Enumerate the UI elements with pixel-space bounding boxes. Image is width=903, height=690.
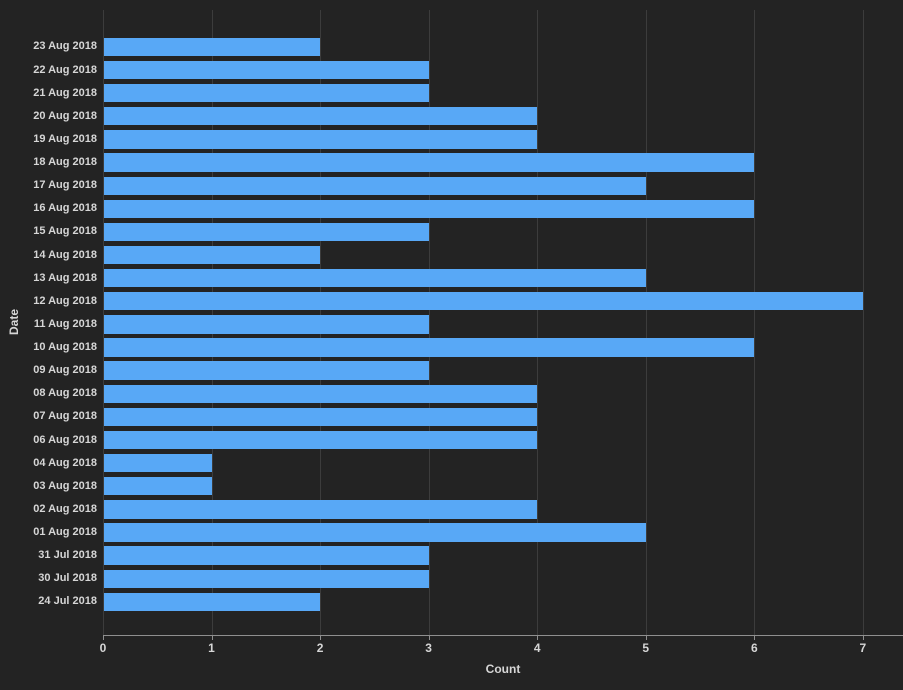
y-tick-label: 02 Aug 2018	[33, 502, 97, 515]
bar[interactable]	[104, 546, 429, 565]
y-tick-label: 01 Aug 2018	[33, 526, 97, 538]
y-tick-label: 06 Aug 2018	[33, 433, 97, 446]
y-tick-label: 20 Aug 2018	[33, 109, 97, 122]
x-tick-label: 2	[316, 641, 324, 655]
bar[interactable]	[104, 268, 646, 288]
x-tick-label: 6	[750, 641, 758, 655]
x-gridline	[537, 10, 539, 635]
x-tick-mark	[537, 635, 539, 640]
bar[interactable]	[104, 338, 755, 357]
bar[interactable]	[104, 500, 538, 519]
x-tick-mark	[320, 635, 322, 640]
bar[interactable]	[104, 176, 646, 195]
y-tick-label: 18 Aug 2018	[33, 156, 97, 168]
x-axis-title: Count	[485, 662, 521, 676]
bar[interactable]	[104, 407, 538, 427]
x-gridline	[103, 10, 104, 635]
bar[interactable]	[104, 523, 646, 542]
bar[interactable]	[104, 292, 863, 311]
bar[interactable]	[104, 592, 321, 612]
x-tick-label: 7	[859, 641, 867, 655]
y-tick-label: 07 Aug 2018	[33, 410, 97, 423]
bar[interactable]	[104, 569, 429, 588]
y-tick-label: 24 Jul 2018	[38, 595, 97, 608]
x-tick-label: 0	[99, 641, 107, 655]
x-gridline	[754, 10, 756, 635]
x-tick-mark	[428, 635, 430, 640]
bar[interactable]	[104, 453, 212, 473]
bar[interactable]	[104, 37, 321, 57]
y-tick-label: 16 Aug 2018	[33, 202, 97, 215]
y-tick-label: 03 Aug 2018	[33, 479, 97, 492]
y-tick-label: 13 Aug 2018	[33, 271, 97, 284]
bar[interactable]	[104, 107, 538, 126]
x-tick-label: 5	[642, 641, 650, 655]
y-tick-label: 04 Aug 2018	[33, 456, 97, 469]
x-tick-mark	[754, 635, 756, 640]
bar[interactable]	[104, 477, 212, 496]
x-gridline	[862, 10, 864, 635]
x-tick-mark	[211, 635, 213, 640]
y-tick-label: 09 Aug 2018	[33, 364, 97, 377]
x-tick-label: 4	[533, 641, 541, 655]
y-tick-label: 08 Aug 2018	[33, 387, 97, 400]
y-tick-label: 14 Aug 2018	[33, 248, 97, 261]
y-tick-label: 22 Aug 2018	[33, 63, 97, 76]
bar[interactable]	[104, 315, 429, 334]
y-tick-label: 23 Aug 2018	[33, 40, 97, 53]
y-tick-label: 30 Jul 2018	[38, 572, 97, 585]
y-tick-label: 19 Aug 2018	[33, 132, 97, 145]
x-axis-line	[103, 635, 903, 636]
y-tick-label: 21 Aug 2018	[33, 86, 97, 99]
y-tick-label: 10 Aug 2018	[33, 341, 97, 353]
x-tick-label: 1	[208, 641, 215, 655]
bar[interactable]	[104, 361, 429, 380]
y-tick-label: 12 Aug 2018	[33, 294, 97, 307]
x-gridline	[645, 10, 647, 635]
bar[interactable]	[104, 430, 538, 450]
y-tick-label: 11 Aug 2018	[33, 317, 97, 330]
x-gridline	[428, 10, 430, 635]
x-tick-label: 3	[425, 641, 432, 655]
bar[interactable]	[104, 130, 538, 149]
x-tick-mark	[862, 635, 864, 640]
bar[interactable]	[104, 222, 429, 242]
bar[interactable]	[104, 384, 538, 403]
y-tick-label: 17 Aug 2018	[33, 179, 97, 192]
y-tick-label: 31 Jul 2018	[38, 549, 97, 562]
y-tick-label: 15 Aug 2018	[33, 225, 97, 238]
bar[interactable]	[104, 153, 755, 172]
bar[interactable]	[104, 84, 429, 103]
bar[interactable]	[104, 60, 429, 80]
x-tick-mark	[103, 635, 104, 640]
bar[interactable]	[104, 199, 755, 218]
bar[interactable]	[104, 245, 321, 265]
x-tick-mark	[645, 635, 647, 640]
